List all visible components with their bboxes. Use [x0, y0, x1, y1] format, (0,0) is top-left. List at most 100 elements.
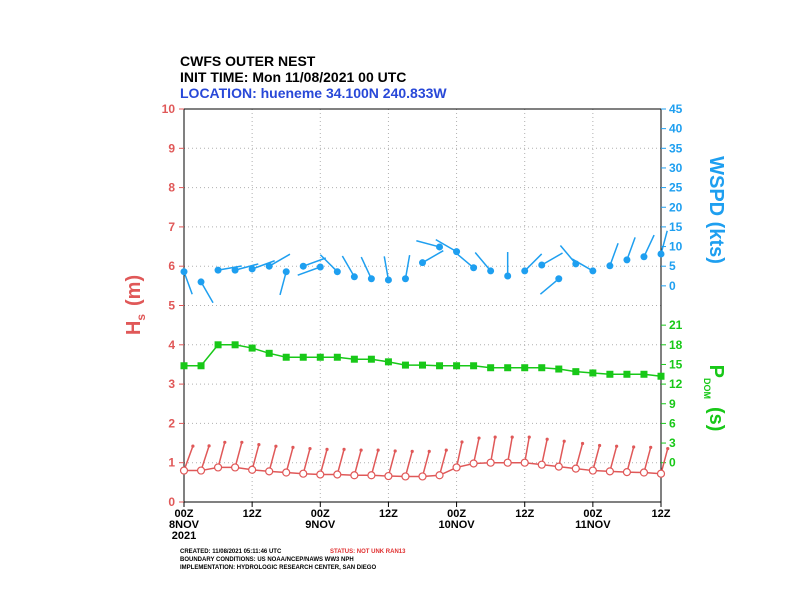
x-tick-label: 12Z — [652, 508, 671, 520]
arrow-head — [649, 445, 653, 450]
point — [196, 466, 206, 475]
point — [572, 368, 580, 376]
point — [657, 372, 665, 380]
point — [197, 278, 205, 286]
y3-label-main: P — [705, 365, 727, 378]
arrow-head — [223, 440, 227, 444]
point — [367, 355, 375, 363]
point — [453, 248, 461, 256]
arrow-head — [545, 437, 549, 441]
x-date-label: 9NOV — [305, 519, 336, 531]
y-tick-label: 6 — [168, 259, 175, 273]
wave-direction — [319, 449, 328, 475]
point — [555, 275, 563, 283]
arrow-head — [291, 445, 295, 450]
arrow-head — [632, 445, 636, 449]
y3-tick-label: 21 — [669, 318, 683, 332]
x-date-label: 11NOV — [575, 519, 611, 531]
y-label-text: Hs (m) — [123, 275, 148, 335]
point — [401, 361, 409, 369]
wind-barb — [660, 230, 668, 255]
point — [538, 261, 546, 269]
wind-barb — [279, 271, 287, 296]
footer-boundary: BOUNDARY CONDITIONS: US NOAA/NCEP/NAWS W… — [180, 557, 354, 563]
y3-label: PDOM (s) — [702, 365, 727, 432]
point — [640, 253, 648, 261]
y-tick-label: 0 — [168, 495, 175, 509]
point — [384, 471, 393, 481]
y-tick-label: 2 — [168, 416, 175, 430]
wave-direction — [421, 451, 430, 477]
y2-tick-label: 30 — [669, 161, 683, 175]
wave-direction — [217, 442, 226, 468]
y3-tick-label: 18 — [669, 338, 683, 352]
footer-status: STATUS: NOT UNK RAN13 — [330, 549, 406, 555]
point — [605, 467, 614, 476]
point — [350, 273, 358, 281]
wave-direction — [626, 446, 635, 473]
y2-tick-label: 5 — [669, 259, 676, 273]
point — [384, 358, 392, 366]
wind-barb — [539, 278, 560, 295]
wave-direction — [558, 441, 565, 467]
y3-tick-label: 15 — [669, 357, 683, 371]
point — [571, 464, 580, 473]
point — [521, 267, 529, 275]
arrow-head — [240, 440, 244, 444]
arrow-head — [308, 446, 312, 451]
wave-direction — [506, 436, 513, 463]
wind-barb — [541, 252, 563, 266]
y2-label-text: WSPD (kts) — [705, 156, 727, 264]
wind-barb — [474, 252, 492, 272]
point — [401, 472, 410, 481]
point — [487, 267, 495, 275]
point — [214, 266, 222, 274]
point — [333, 268, 341, 276]
arrow-head — [325, 447, 329, 451]
y2-tick-label: 40 — [669, 122, 683, 136]
point — [180, 362, 188, 370]
wave-direction — [609, 446, 618, 472]
y2-tick-label: 15 — [669, 220, 683, 234]
point — [418, 472, 427, 481]
y2-tick-label: 45 — [669, 102, 683, 116]
point — [520, 458, 529, 467]
point — [197, 362, 205, 370]
wind-barb — [297, 266, 321, 276]
wave-direction — [438, 449, 447, 476]
point — [453, 362, 461, 370]
point — [213, 463, 223, 472]
x-tick-label: 00Z — [447, 508, 466, 520]
point — [248, 344, 256, 352]
point — [384, 276, 392, 284]
y3-label-text: PDOM (s) — [702, 365, 727, 432]
point — [554, 462, 563, 471]
wave-direction — [541, 439, 548, 465]
arrow-head — [359, 448, 363, 452]
arrow-head — [410, 449, 414, 453]
y3-tick-label: 12 — [669, 377, 683, 391]
y-tick-label: 10 — [162, 102, 176, 116]
y2-tick-label: 35 — [669, 141, 683, 155]
point — [299, 262, 307, 270]
wind-barb — [454, 251, 475, 269]
point — [316, 470, 325, 479]
point — [401, 275, 409, 283]
wind-barb — [643, 234, 655, 258]
arrow-head — [393, 449, 397, 453]
wind-barb — [435, 239, 457, 253]
wind-barb — [234, 263, 259, 271]
title: CWFS OUTER NEST — [180, 53, 316, 69]
wave-direction — [200, 445, 210, 471]
y2-tick-label: 0 — [669, 279, 676, 293]
arrow-head — [342, 447, 346, 451]
point — [333, 353, 341, 361]
y-label: Hs (m) — [123, 275, 148, 335]
wind-barb — [341, 255, 356, 278]
point — [639, 468, 649, 477]
wave-direction — [268, 446, 277, 472]
init-time: INIT TIME: Mon 11/08/2021 00 UTC — [180, 69, 406, 85]
x-tick-label: 00Z — [175, 508, 194, 520]
x-year-label: 2021 — [172, 530, 196, 542]
point — [248, 265, 256, 273]
